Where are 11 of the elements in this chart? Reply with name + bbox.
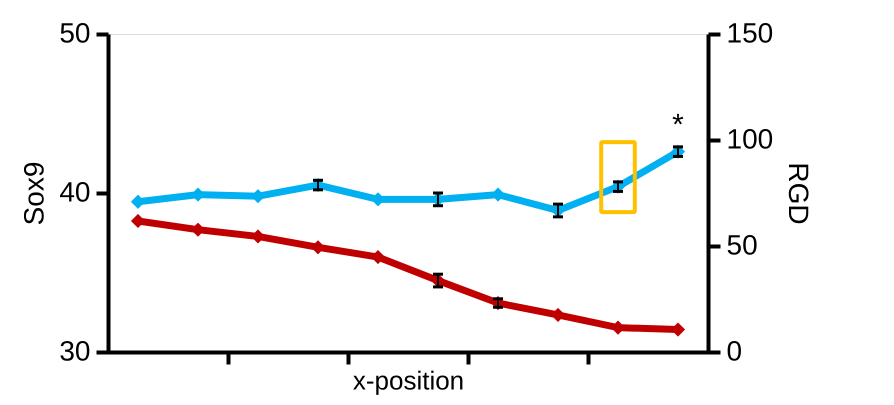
- x-axis-title: x-position: [352, 366, 464, 396]
- annotation: *: [672, 108, 684, 142]
- y2-tick-label: 100: [726, 124, 774, 154]
- y-tick-label: 40: [59, 176, 90, 208]
- y-tick-label: 30: [59, 336, 90, 366]
- y2-tick-label: 150: [726, 18, 774, 48]
- y-axis-title: Sox9: [18, 162, 50, 226]
- y2-tick-label: 50: [726, 230, 758, 260]
- y-tick-label: 50: [59, 18, 90, 48]
- y2-axis-title: RGD: [783, 162, 814, 225]
- y2-tick-label: 0: [726, 336, 742, 366]
